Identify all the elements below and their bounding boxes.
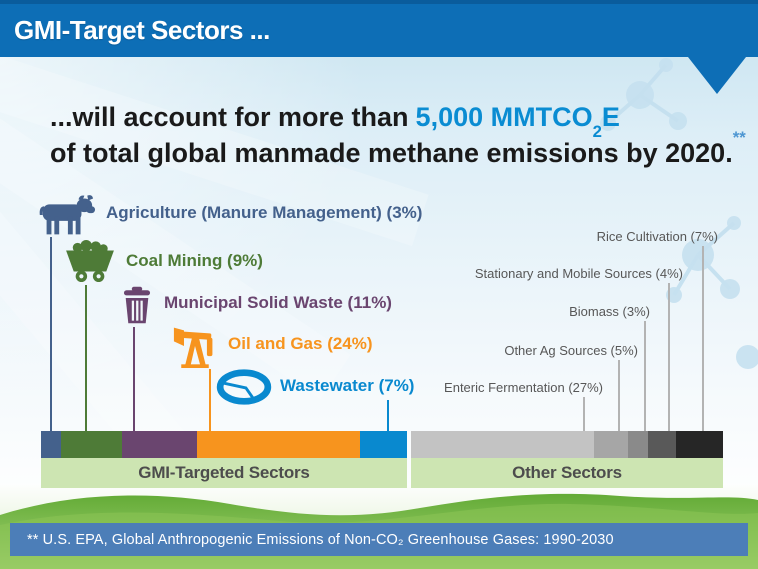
header-notch-decoration	[688, 57, 746, 94]
clarifier-icon	[215, 366, 273, 413]
bar-segment-enteric-fermentation	[411, 431, 595, 458]
bar-group-other-sectors	[411, 431, 723, 458]
gmi-sectors-band-label: GMI-Targeted Sectors	[41, 458, 407, 488]
pumpjack-icon	[170, 324, 220, 373]
bar-group-gmi-sectors	[41, 431, 407, 458]
bar-segment-coal-mining	[61, 431, 123, 458]
bar-segment-agriculture-manure-management-	[41, 431, 62, 458]
sector-label-municipal-solid-waste: Municipal Solid Waste (11%)	[164, 293, 392, 312]
bar-segment-municipal-solid-waste	[122, 431, 197, 458]
connector-line	[133, 327, 135, 431]
bar-segment-stationary-and-mobile-sources	[648, 431, 676, 458]
sector-label-wastewater: Wastewater (7%)	[280, 376, 415, 395]
footer-citation-bar: ** U.S. EPA, Global Anthropogenic Emissi…	[10, 523, 748, 556]
bar-segment-oil-and-gas	[196, 431, 360, 458]
bar-segment-rice-cultivation	[675, 431, 723, 458]
sector-label-other-ag-sources: Other Ag Sources (5%)	[504, 343, 638, 358]
connector-line	[85, 285, 87, 431]
page-title: GMI-Target Sectors ...	[14, 15, 270, 45]
mine-cart-icon	[62, 239, 118, 288]
sector-label-agriculture-manure-management-: Agriculture (Manure Management) (3%)	[106, 203, 423, 222]
bar-segment-other-ag-sources	[594, 431, 629, 458]
gmi-band-text: GMI-Targeted Sectors	[138, 463, 310, 482]
sector-label-stationary-and-mobile-sources: Stationary and Mobile Sources (4%)	[474, 266, 683, 281]
sector-label-oil-and-gas: Oil and Gas (24%)	[228, 334, 373, 353]
connector-line	[618, 360, 620, 431]
connector-line	[387, 400, 389, 431]
other-band-text: Other Sectors	[512, 463, 622, 482]
header-banner: GMI-Target Sectors ...	[0, 0, 758, 57]
bar-segment-wastewater	[359, 431, 407, 458]
trash-can-icon	[117, 285, 157, 330]
connector-line	[668, 283, 670, 431]
other-sectors-band-label: Other Sectors	[411, 458, 723, 488]
connector-line	[209, 369, 211, 431]
connector-line	[702, 246, 704, 431]
sector-label-rice-cultivation: Rice Cultivation (7%)	[596, 229, 718, 244]
cow-icon	[34, 193, 96, 242]
sector-label-biomass: Biomass (3%)	[569, 304, 650, 319]
sector-label-enteric-fermentation: Enteric Fermentation (27%)	[444, 380, 603, 395]
connector-line	[583, 397, 585, 431]
connector-line	[644, 321, 646, 431]
connector-line	[50, 237, 52, 431]
sector-label-coal-mining: Coal Mining (9%)	[126, 251, 263, 270]
citation-text: ** U.S. EPA, Global Anthropogenic Emissi…	[27, 531, 614, 548]
bar-segment-biomass	[628, 431, 649, 458]
